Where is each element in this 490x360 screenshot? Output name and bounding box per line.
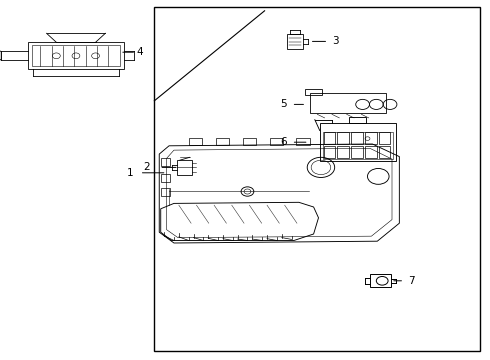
- Bar: [323, 146, 335, 158]
- Bar: [189, 138, 202, 145]
- Bar: [216, 138, 229, 145]
- Text: 3: 3: [332, 36, 339, 46]
- Text: 6: 6: [280, 137, 287, 147]
- Bar: [323, 132, 335, 144]
- Text: 5: 5: [280, 99, 287, 109]
- Bar: [161, 158, 170, 166]
- Bar: [310, 93, 386, 112]
- Bar: [319, 123, 396, 161]
- Bar: [161, 174, 170, 182]
- Bar: [154, 7, 480, 351]
- Text: 1: 1: [126, 168, 133, 178]
- Bar: [32, 45, 120, 66]
- Bar: [322, 132, 392, 159]
- Bar: [365, 146, 376, 158]
- Bar: [270, 138, 283, 145]
- Bar: [287, 34, 303, 49]
- Text: 7: 7: [408, 276, 415, 286]
- Bar: [351, 132, 363, 144]
- Text: 2: 2: [144, 162, 150, 172]
- Bar: [351, 146, 363, 158]
- Bar: [161, 188, 170, 196]
- Bar: [378, 146, 390, 158]
- Bar: [177, 160, 192, 175]
- Bar: [243, 138, 256, 145]
- Bar: [296, 138, 310, 145]
- Bar: [370, 274, 391, 287]
- Bar: [349, 117, 367, 123]
- Bar: [365, 132, 376, 144]
- Bar: [337, 146, 349, 158]
- Bar: [378, 132, 390, 144]
- Bar: [337, 132, 349, 144]
- Bar: [28, 42, 123, 69]
- Text: 4: 4: [136, 47, 143, 57]
